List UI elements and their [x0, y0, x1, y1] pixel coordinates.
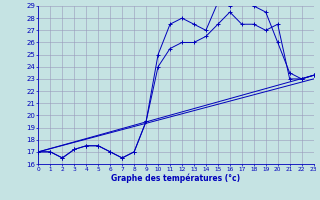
X-axis label: Graphe des températures (°c): Graphe des températures (°c) — [111, 173, 241, 183]
